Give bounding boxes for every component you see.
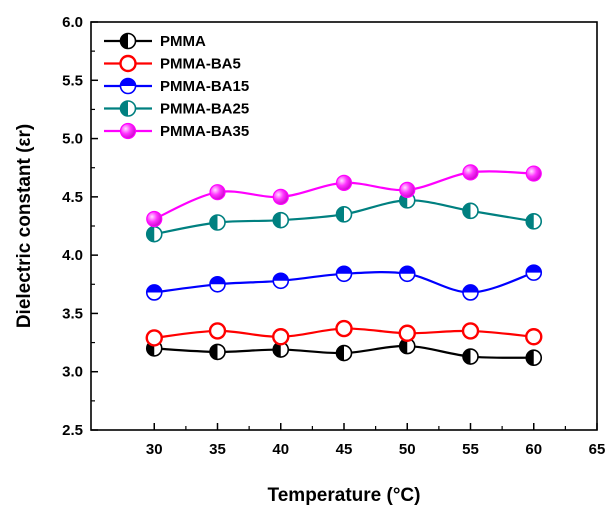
y-tick-label: 4.5 bbox=[62, 189, 83, 206]
x-tick-label: 40 bbox=[272, 441, 289, 458]
data-point bbox=[463, 349, 478, 364]
data-point bbox=[400, 182, 415, 197]
legend-item-pmma-ba25: PMMA-BA25 bbox=[104, 101, 249, 118]
x-tick-label: 35 bbox=[209, 441, 226, 458]
legend-marker bbox=[121, 34, 136, 49]
data-point bbox=[210, 215, 225, 230]
legend-item-pmma: PMMA bbox=[104, 33, 206, 50]
data-point bbox=[147, 227, 162, 242]
legend-marker bbox=[121, 56, 136, 71]
data-point bbox=[147, 330, 162, 345]
x-axis-title: Temperature (°C) bbox=[268, 485, 421, 506]
data-point bbox=[273, 189, 288, 204]
y-tick-label: 5.0 bbox=[62, 131, 83, 148]
series-pmma-ba25 bbox=[147, 193, 542, 242]
x-tick-label: 45 bbox=[336, 441, 353, 458]
data-point bbox=[337, 266, 352, 281]
data-point bbox=[463, 165, 478, 180]
data-point bbox=[147, 285, 162, 300]
series-layer bbox=[147, 165, 542, 365]
y-tick-label: 5.5 bbox=[62, 72, 83, 89]
data-point bbox=[400, 266, 415, 281]
legend-label: PMMA-BA35 bbox=[160, 123, 249, 140]
legend-item-pmma-ba5: PMMA-BA5 bbox=[104, 56, 241, 73]
data-point bbox=[273, 329, 288, 344]
data-point bbox=[463, 285, 478, 300]
data-point bbox=[273, 273, 288, 288]
series-pmma bbox=[147, 339, 542, 366]
series-pmma-ba15 bbox=[147, 265, 542, 300]
legend-label: PMMA-BA5 bbox=[160, 56, 241, 73]
x-tick-label: 55 bbox=[462, 441, 479, 458]
legend-item-pmma-ba35: PMMA-BA35 bbox=[104, 123, 249, 140]
legend-marker bbox=[121, 101, 136, 116]
y-tick-label: 3.0 bbox=[62, 364, 83, 381]
data-point bbox=[463, 323, 478, 338]
data-point bbox=[526, 265, 541, 280]
data-point bbox=[210, 185, 225, 200]
data-point bbox=[526, 166, 541, 181]
legend-item-pmma-ba15: PMMA-BA15 bbox=[104, 78, 249, 95]
series-pmma-ba5 bbox=[147, 321, 542, 345]
data-point bbox=[337, 321, 352, 336]
y-tick-label: 4.0 bbox=[62, 247, 83, 264]
data-point bbox=[147, 212, 162, 227]
legend-marker bbox=[121, 124, 136, 139]
y-axis-title: Dielectric constant (εr) bbox=[14, 124, 35, 328]
legend-label: PMMA-BA25 bbox=[160, 101, 249, 118]
x-tick-label: 50 bbox=[399, 441, 416, 458]
data-point bbox=[210, 344, 225, 359]
legend-label: PMMA-BA15 bbox=[160, 78, 249, 95]
data-point bbox=[210, 277, 225, 292]
y-tick-label: 6.0 bbox=[62, 14, 83, 31]
y-tick-label: 2.5 bbox=[62, 422, 83, 439]
legend: PMMA PMMA-BA5 PMMA-BA15 PMMA-BA25 PMMA-BA35 bbox=[104, 33, 249, 140]
data-point bbox=[526, 329, 541, 344]
x-tick-label: 60 bbox=[525, 441, 542, 458]
legend-marker bbox=[121, 79, 136, 94]
data-point bbox=[400, 326, 415, 341]
data-point bbox=[273, 213, 288, 228]
data-point bbox=[526, 214, 541, 229]
data-point bbox=[337, 175, 352, 190]
data-point bbox=[463, 203, 478, 218]
axis-ticks: 30 35 40 45 50 55 60 65 2.5 3.0 3.5 4.0 4.5 5.0 5.5 6.0 bbox=[62, 14, 605, 458]
data-point bbox=[210, 323, 225, 338]
x-tick-label: 65 bbox=[589, 441, 606, 458]
x-tick-label: 30 bbox=[146, 441, 163, 458]
data-point bbox=[337, 207, 352, 222]
legend-label: PMMA bbox=[160, 33, 206, 50]
data-point bbox=[526, 350, 541, 365]
y-tick-label: 3.5 bbox=[62, 305, 83, 322]
data-point bbox=[337, 346, 352, 361]
